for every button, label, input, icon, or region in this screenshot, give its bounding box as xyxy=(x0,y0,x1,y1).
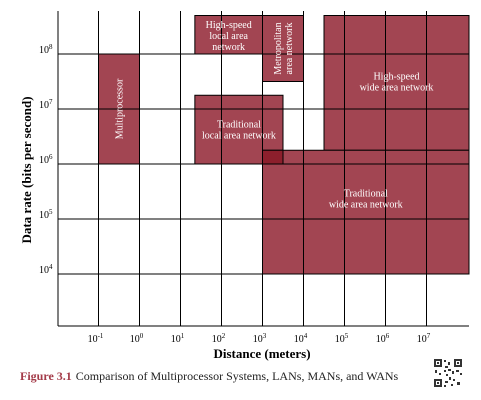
qr-code-icon xyxy=(433,358,463,388)
y-tick-label: 107 xyxy=(39,98,53,111)
x-tick-labels: 10-1 100 101 102 103 104 105 106 107 xyxy=(88,332,431,345)
x-tick-label: 10-1 xyxy=(88,332,104,345)
x-tick-label: 104 xyxy=(294,332,308,345)
y-axis-title: Data rate (bits per second) xyxy=(19,96,34,243)
figure-caption: Figure 3.1 Comparison of Multiprocessor S… xyxy=(20,369,398,384)
y-tick-label: 105 xyxy=(39,208,53,221)
region-label-trad-wan: Traditional wide area network xyxy=(329,188,403,210)
x-tick-label: 100 xyxy=(130,332,144,345)
region-label-hs-wan: High-speed wide area network xyxy=(360,72,434,94)
y-tick-label: 106 xyxy=(39,153,53,166)
y-tick-label: 104 xyxy=(39,263,53,276)
figure-number: Figure 3.1 xyxy=(20,369,72,383)
region-label-hs-lan: High-speed local area network xyxy=(206,20,252,53)
x-tick-label: 106 xyxy=(376,332,390,345)
x-tick-label: 107 xyxy=(417,332,431,345)
region-labels-layer: Multiprocessor High-speed local area networ… xyxy=(115,20,434,210)
region-label-trad-lan: Traditional local area network xyxy=(202,120,276,142)
regions-layer xyxy=(98,15,470,275)
x-tick-label: 101 xyxy=(171,332,185,345)
grid-layer xyxy=(57,11,469,327)
x-tick-label: 103 xyxy=(253,332,267,345)
x-tick-label: 102 xyxy=(212,332,226,345)
region-man xyxy=(262,15,304,82)
region-hs-wan xyxy=(323,15,470,151)
region-label-man: Metropolitanarea network xyxy=(273,22,295,74)
overlap-trad-lan-trad-wan xyxy=(262,149,284,165)
figure-caption-text: Comparison of Multiprocessor Systems, LA… xyxy=(75,369,399,383)
region-trad-wan xyxy=(262,149,470,275)
y-tick-label: 108 xyxy=(39,43,53,56)
region-hs-lan xyxy=(194,15,264,55)
x-axis-title: Distance (meters) xyxy=(213,346,310,361)
x-tick-label: 105 xyxy=(335,332,349,345)
y-tick-labels: 108 107 106 105 104 xyxy=(39,43,53,276)
region-label-multiprocessor: Multiprocessor xyxy=(115,78,126,139)
